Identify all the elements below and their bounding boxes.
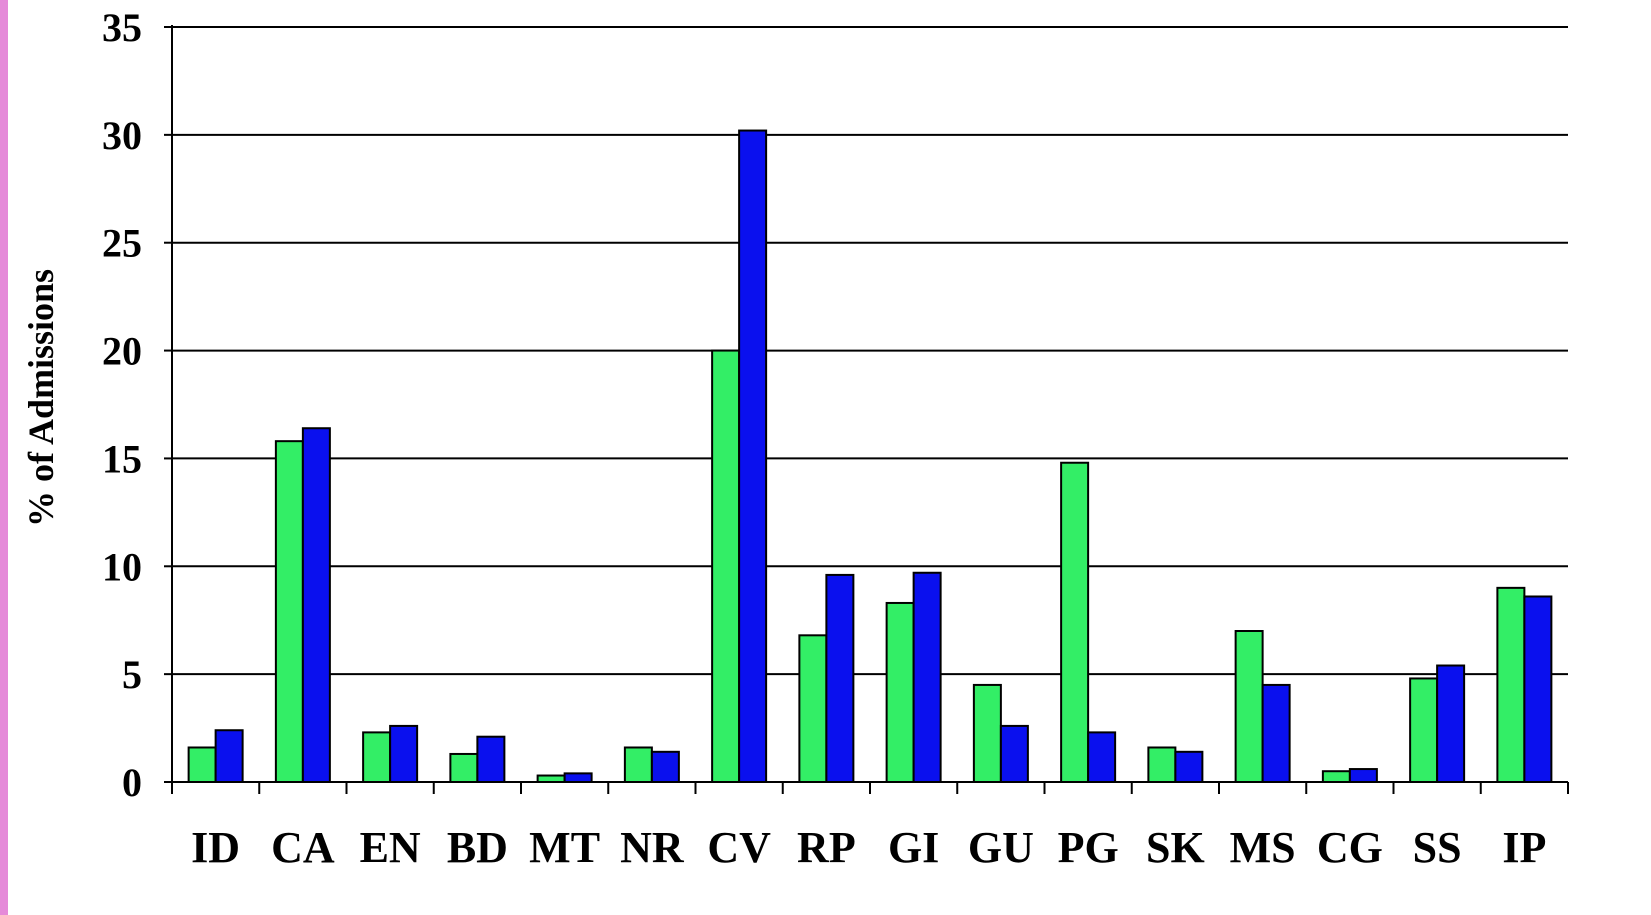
y-tick-label: 10 [102, 544, 142, 589]
bar-series-2 [1087, 731, 1117, 784]
bar-chart: 0 5 10 15 20 25 30 35 ID CA EN BD MT NR CV RP GI GU PG SK M… [21, 5, 1569, 872]
bar-series-2 [999, 724, 1029, 784]
x-tick-labels: ID CA EN BD MT NR CV RP GI GU PG SK MS CG SS IP [191, 823, 1546, 872]
bar-series-2 [1261, 683, 1291, 784]
bar-series-2 [1174, 750, 1204, 783]
x-tick-label: CA [271, 823, 335, 872]
bar-series-2 [563, 772, 593, 783]
x-tick-label: RP [797, 823, 856, 872]
bar-series-1 [362, 731, 392, 784]
bar-series-2 [389, 724, 419, 784]
y-tick-label: 0 [122, 760, 142, 805]
bar-series-1 [1147, 746, 1177, 784]
y-tick-label: 5 [122, 652, 142, 697]
bar-series-1 [187, 746, 217, 784]
bar-series-1 [972, 683, 1002, 784]
bar-series-2 [825, 573, 855, 784]
x-tick-label: PG [1058, 823, 1119, 872]
y-axis-title: % of Admissions [21, 269, 61, 527]
y-tick-labels: 0 5 10 15 20 25 30 35 [102, 5, 142, 805]
grid-lines [172, 26, 1568, 676]
y-tick-label: 15 [102, 436, 142, 481]
x-tick-label: MS [1230, 823, 1296, 872]
bar-series-2 [1523, 595, 1553, 783]
bar-series-1 [623, 746, 653, 784]
x-tick-label: EN [360, 823, 421, 872]
bar-series-1 [274, 440, 304, 783]
x-tick-label: SS [1413, 823, 1462, 872]
bar-series-1 [1496, 586, 1526, 783]
bar-series-1 [1321, 770, 1351, 784]
bar-series-2 [476, 735, 506, 784]
bar-series-2 [912, 571, 942, 783]
bar-series-1 [1234, 630, 1264, 783]
x-tick-label: NR [620, 823, 685, 872]
x-tick-label: CG [1317, 823, 1383, 872]
chart-frame: 0 5 10 15 20 25 30 35 ID CA EN BD MT NR CV RP GI GU PG SK M… [8, 0, 1651, 915]
bar-series-2 [738, 129, 768, 784]
x-tick-label: BD [447, 823, 508, 872]
bar-series-2 [1348, 768, 1378, 783]
x-tick-label: CV [707, 823, 771, 872]
bar-series-1 [1060, 461, 1090, 783]
bar-series-1 [885, 601, 915, 784]
y-tick-label: 35 [102, 5, 142, 50]
y-tick-label: 25 [102, 221, 142, 266]
y-tick-label: 20 [102, 329, 142, 374]
x-tick-label: IP [1502, 823, 1546, 872]
bar-series-2 [301, 427, 331, 783]
x-tick-label: GI [888, 823, 939, 872]
bar-series-1 [1409, 677, 1439, 784]
x-tick-label: MT [529, 823, 600, 872]
x-tick-label: GU [968, 823, 1034, 872]
bar-series-2 [214, 729, 244, 784]
bar-series-1 [798, 634, 828, 783]
x-tick-label: ID [191, 823, 240, 872]
bar-series-1 [449, 752, 479, 784]
y-tick-label: 30 [102, 113, 142, 158]
axes [164, 25, 1569, 794]
x-tick-label: SK [1146, 823, 1205, 872]
bar-series-2 [650, 750, 680, 783]
bar-series-2 [1436, 664, 1466, 783]
bars [187, 129, 1553, 784]
bar-series-1 [711, 349, 741, 783]
